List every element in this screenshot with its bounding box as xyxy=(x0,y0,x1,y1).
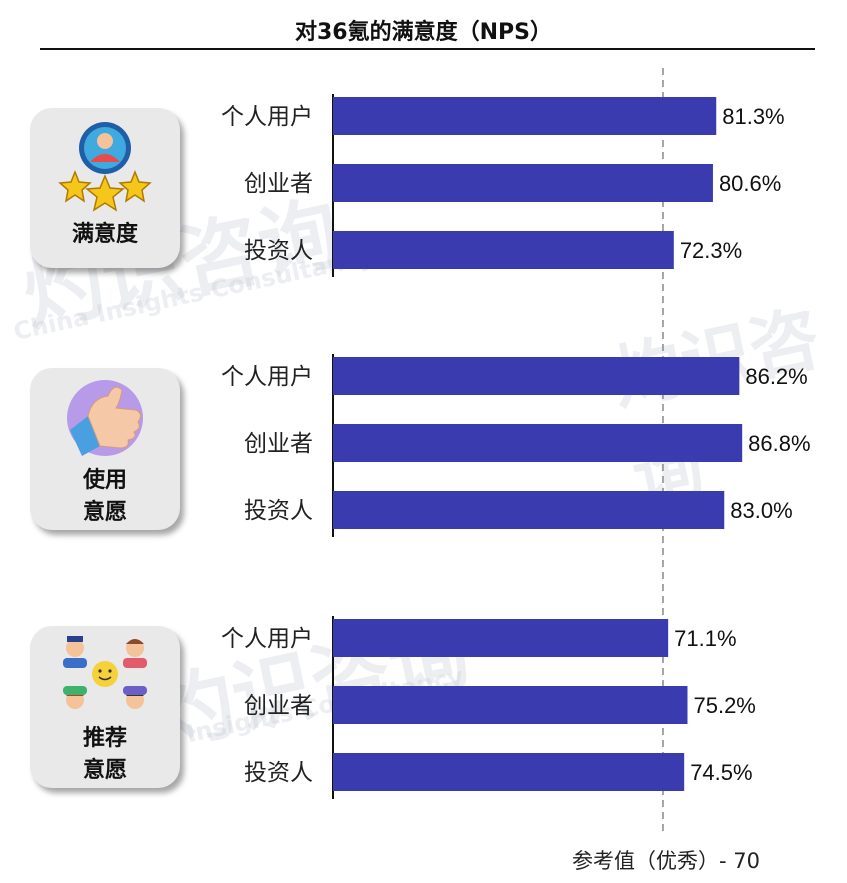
category-label: 创业者 xyxy=(244,171,313,197)
bar xyxy=(333,686,688,724)
data-label: 86.2% xyxy=(745,364,807,389)
data-label: 75.2% xyxy=(693,693,755,718)
bar xyxy=(333,97,717,135)
card-usage-intent: 使用 意愿 xyxy=(30,368,180,530)
data-label: 81.3% xyxy=(722,104,784,129)
category-label: 个人用户 xyxy=(221,626,313,652)
card-label: 满意度 xyxy=(71,222,138,247)
card-label-line2: 意愿 xyxy=(82,500,127,525)
category-label: 投资人 xyxy=(244,238,313,264)
category-label: 个人用户 xyxy=(221,364,313,390)
category-label: 投资人 xyxy=(244,760,313,786)
card-label-line1: 推荐 xyxy=(82,726,127,751)
category-label: 投资人 xyxy=(244,498,313,524)
bar xyxy=(333,164,713,202)
bar xyxy=(333,357,740,395)
card-label-line2: 意愿 xyxy=(82,758,127,783)
title-underline xyxy=(40,48,815,50)
category-label: 个人用户 xyxy=(221,104,313,130)
data-label: 71.1% xyxy=(674,626,736,651)
bar xyxy=(333,753,685,791)
data-label: 72.3% xyxy=(680,238,742,263)
bar xyxy=(333,424,743,462)
category-label: 创业者 xyxy=(244,431,313,457)
reference-label: 参考值（优秀）- 70 xyxy=(572,849,760,873)
data-label: 86.8% xyxy=(748,431,810,456)
data-label: 74.5% xyxy=(690,760,752,785)
people-group-icon xyxy=(63,636,147,709)
bar xyxy=(333,619,669,657)
data-label: 80.6% xyxy=(719,171,781,196)
user-stars-icon xyxy=(58,122,152,212)
bar xyxy=(333,231,674,269)
bar xyxy=(333,491,725,529)
thumbs-up-icon xyxy=(67,380,143,456)
data-label: 83.0% xyxy=(730,498,792,523)
card-label-line1: 使用 xyxy=(82,468,127,493)
card-satisfaction: 满意度 xyxy=(30,108,180,268)
chart-title: 对36氪的满意度（NPS） xyxy=(295,20,552,45)
card-recommend-intent: 推荐 意愿 xyxy=(30,626,180,788)
category-label: 创业者 xyxy=(244,693,313,719)
